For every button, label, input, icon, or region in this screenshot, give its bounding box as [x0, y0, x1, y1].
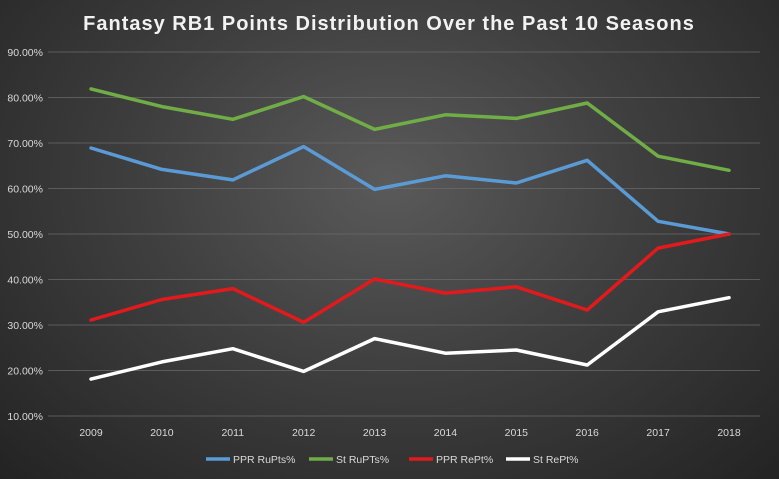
series-line-ppr-rupts [89, 144, 731, 236]
chart-title: Fantasy RB1 Points Distribution Over the… [83, 13, 695, 35]
y-tick-label: 80.00% [7, 93, 43, 105]
x-tick-label: 2018 [717, 427, 741, 439]
y-tick-label: 30.00% [7, 320, 43, 332]
y-tick-label: 60.00% [7, 184, 43, 196]
x-tick-label: 2012 [292, 427, 316, 439]
legend-label: PPR RePt% [436, 454, 493, 466]
gridlines [48, 51, 760, 417]
y-tick-label: 90.00% [7, 47, 43, 59]
x-tick-label: 2009 [79, 427, 103, 439]
y-tick-label: 40.00% [7, 275, 43, 287]
legend: PPR RuPts% St RuPTs% PPR RePt% St RePt% [206, 454, 579, 466]
x-tick-label: 2013 [363, 427, 387, 439]
series-line-st-rupts [89, 87, 731, 173]
y-tick-label: 70.00% [7, 138, 43, 150]
legend-label: PPR RuPts% [233, 454, 295, 466]
series-lines [89, 87, 731, 381]
x-tick-label: 2014 [434, 427, 458, 439]
y-tick-label: 20.00% [7, 366, 43, 378]
x-tick-label: 2015 [505, 427, 529, 439]
x-tick-label: 2010 [150, 427, 174, 439]
legend-label: St RuPTs% [336, 454, 389, 466]
series-line-ppr-rept [89, 232, 731, 325]
x-tick-label: 2017 [646, 427, 670, 439]
series-line-st-rept [89, 295, 731, 381]
legend-label: St RePt% [533, 454, 579, 466]
x-tick-label: 2011 [221, 427, 244, 439]
x-tick-label: 2016 [576, 427, 600, 439]
y-axis-ticks: 10.00% 20.00% 30.00% 40.00% 50.00% 60.00% 70.0… [7, 47, 43, 423]
x-axis-ticks: 2009 2010 2011 2012 2013 2014 2015 2016 2017 2018 [79, 427, 741, 439]
y-tick-label: 10.00% [7, 411, 43, 423]
y-tick-label: 50.00% [7, 229, 43, 241]
